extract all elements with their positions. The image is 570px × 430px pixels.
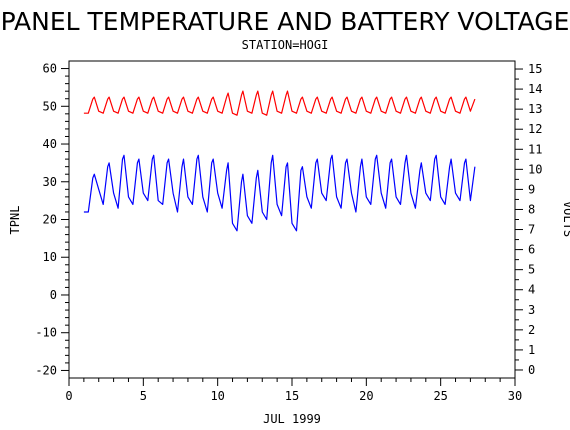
y-right-tick-label: 13 [528, 102, 542, 116]
y-left-tick-label: -20 [35, 363, 57, 377]
x-tick-label: 15 [285, 389, 299, 403]
x-tick-label: 30 [508, 389, 522, 403]
y-right-tick-label: 0 [528, 363, 535, 377]
y-right-tick-label: 8 [528, 202, 535, 216]
y-left-tick-label: 0 [50, 288, 57, 302]
x-axis-label: JUL 1999 [263, 412, 321, 426]
chart-subtitle: STATION=HOGI [242, 38, 329, 52]
y-right-tick-label: 15 [528, 62, 542, 76]
y-axis-left: -20 -10 0 10 20 30 40 50 60 [35, 62, 69, 377]
x-axis: 0 5 10 15 20 25 30 [65, 378, 522, 403]
y-left-tick-label: 30 [43, 175, 57, 189]
y-left-tick-label: 60 [43, 62, 57, 76]
series-volts-line [83, 90, 476, 116]
y-right-tick-label: 12 [528, 122, 542, 136]
series-tpnl-line [83, 154, 476, 232]
x-tick-label: 20 [359, 389, 373, 403]
y-right-tick-label: 11 [528, 142, 542, 156]
y-axis-right-label: VOLTS [561, 201, 570, 237]
y-right-tick-label: 10 [528, 162, 542, 176]
x-tick-label: 25 [433, 389, 447, 403]
y-right-tick-label: 2 [528, 323, 535, 337]
y-right-tick-label: 4 [528, 283, 535, 297]
series-layer [83, 90, 476, 232]
y-right-tick-label: 7 [528, 223, 535, 237]
y-left-tick-label: 10 [43, 250, 57, 264]
x-tick-label: 5 [140, 389, 147, 403]
y-right-tick-label: 14 [528, 82, 542, 96]
y-right-tick-label: 5 [528, 263, 535, 277]
x-tick-label: 10 [210, 389, 224, 403]
chart-title: PANEL TEMPERATURE AND BATTERY VOLTAGE [1, 7, 570, 36]
y-left-tick-label: -10 [35, 326, 57, 340]
y-right-tick-label: 9 [528, 182, 535, 196]
y-left-tick-label: 40 [43, 137, 57, 151]
x-tick-label: 0 [65, 389, 72, 403]
y-right-tick-label: 3 [528, 303, 535, 317]
y-left-tick-label: 50 [43, 99, 57, 113]
y-right-tick-label: 6 [528, 243, 535, 257]
y-right-tick-label: 1 [528, 343, 535, 357]
y-axis-left-label: TPNL [8, 206, 22, 235]
y-left-tick-label: 20 [43, 213, 57, 227]
